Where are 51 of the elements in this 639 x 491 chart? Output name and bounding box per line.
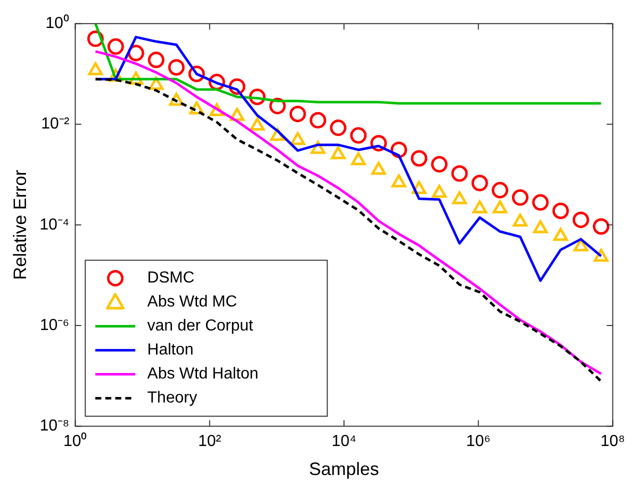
point (432, 184, 447, 198)
point (290, 132, 306, 146)
legend-label: van der Corput (147, 318, 254, 335)
point (250, 118, 265, 131)
x-tick-label: 10⁶ (466, 433, 491, 450)
point (410, 150, 428, 167)
point (512, 214, 528, 227)
x-axis-title: Samples (308, 459, 380, 480)
point (431, 156, 448, 173)
x-tick-label: 10⁸ (600, 433, 625, 450)
x-tick-label: 10⁴ (332, 433, 356, 450)
point (533, 220, 548, 234)
point (371, 162, 386, 175)
point (168, 59, 185, 76)
x-tick-label: 10² (198, 433, 222, 450)
legend-label: Abs Wtd MC (147, 294, 238, 311)
point (553, 228, 568, 241)
point (330, 146, 346, 160)
point (492, 200, 508, 214)
point (330, 120, 346, 136)
point (472, 200, 488, 214)
point (452, 191, 467, 204)
y-tick-label: 10⁻⁸ (40, 418, 70, 435)
y-tick-label: 10⁻⁶ (40, 316, 70, 334)
legend-label: Halton (147, 342, 194, 359)
y-tick-label: 10⁻² (41, 116, 70, 133)
point (492, 182, 508, 198)
point (350, 127, 367, 144)
y-tick-label: 10⁻⁴ (40, 216, 70, 234)
x-tick-label: 10⁰ (63, 432, 88, 450)
point (148, 52, 164, 68)
point (574, 238, 588, 252)
legend-label: Theory (147, 390, 198, 407)
point (552, 202, 569, 220)
point (88, 62, 103, 76)
legend-label: Abs Wtd Halton (147, 366, 258, 383)
point (107, 38, 124, 55)
point (310, 112, 326, 129)
point (471, 174, 488, 192)
point (289, 106, 306, 122)
point (392, 174, 406, 188)
point (512, 189, 528, 206)
point (594, 248, 608, 262)
point (572, 212, 590, 228)
y-axis-title: Relative Error (10, 170, 30, 280)
point (451, 165, 468, 182)
legend-label: DSMC (147, 270, 194, 287)
y-tick-label: 10⁰ (45, 14, 70, 32)
point (592, 218, 610, 235)
point (532, 194, 549, 211)
point (351, 152, 366, 166)
